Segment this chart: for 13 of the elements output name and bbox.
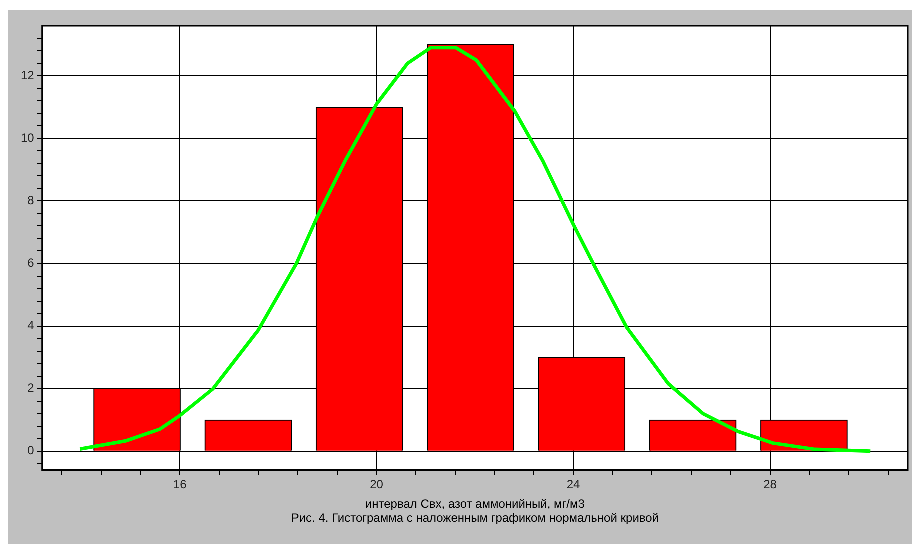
y-tick-label: 0 [28,444,35,458]
y-tick-label: 2 [28,381,35,396]
y-tick-label: 8 [28,193,35,208]
y-tick-label: 6 [28,256,35,270]
y-tick-label: 4 [28,318,35,333]
x-tick-label: 20 [370,478,384,492]
x-tick-label: 24 [566,478,581,492]
x-axis-title: интервал Свх, азот аммонийный, мг/м3 [365,497,586,512]
x-tick-label: 16 [173,478,188,492]
y-tick-label: 12 [20,68,35,82]
x-tick-label: 28 [764,478,778,492]
y-tick-label: 10 [20,130,35,145]
text: Рис. 4. Гистограмма с наложенным графиком нормальной кривой [291,511,660,525]
